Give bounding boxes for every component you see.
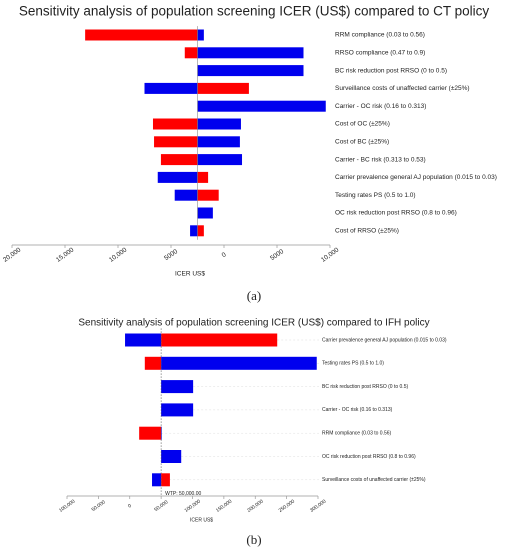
x-tick-label: 0	[127, 503, 133, 510]
x-tick-label: 50,000	[153, 499, 169, 513]
bar	[197, 207, 213, 219]
category-label: Carrier prevalence general AJ population…	[335, 174, 497, 181]
category-label: Testing rates PS (0.5 to 1.0)	[322, 361, 384, 367]
category-label: BC risk reduction post RRSO (0 to 0.5)	[322, 384, 408, 390]
bar	[197, 189, 219, 201]
category-label: Carrier - BC risk (0.313 to 0.53)	[335, 156, 426, 163]
bar	[157, 171, 198, 183]
category-label: Surveillance costs of unaffected carrier…	[335, 85, 470, 92]
bar	[160, 154, 198, 166]
x-tick-label: 10,000	[108, 246, 129, 263]
x-tick-label: 100,000	[184, 499, 202, 514]
category-label: RRM compliance (0.03 to 0.56)	[335, 32, 425, 39]
category-label: Carrier - OC risk (0.16 to 0.313)	[335, 103, 426, 110]
bar	[85, 29, 198, 41]
bar	[197, 65, 304, 77]
x-axis-label: ICER US$	[190, 517, 213, 523]
bar	[161, 403, 194, 417]
x-tick-label: 50,000	[91, 499, 107, 513]
bar	[197, 225, 204, 237]
category-label: Testing rates PS (0.5 to 1.0)	[335, 192, 416, 199]
category-label: OC risk reduction post RRSO (0.8 to 0.96…	[335, 210, 457, 217]
bar	[154, 136, 198, 148]
bar	[197, 47, 304, 59]
bar	[197, 82, 249, 94]
bar	[174, 189, 198, 201]
bar	[161, 333, 278, 347]
category-label: RRSO compliance (0.47 to 0.9)	[335, 50, 425, 57]
category-label: RRM compliance (0.03 to 0.56)	[322, 431, 392, 437]
chart-title: Sensitivity analysis of population scree…	[78, 318, 429, 329]
x-tick-label: 150,000	[215, 499, 233, 514]
category-label: Surveillance costs of unaffected carrier…	[322, 477, 426, 483]
bar	[161, 426, 162, 440]
bar	[161, 356, 317, 370]
x-tick-label: 10,000	[320, 246, 341, 263]
bar	[197, 154, 243, 166]
category-label: Carrier - OC risk (0.16 to 0.313)	[322, 407, 393, 413]
x-tick-label: 0	[221, 251, 228, 259]
bar	[197, 118, 241, 130]
category-label: OC risk reduction post RRSO (0.8 to 0.96…	[322, 454, 416, 460]
category-label: Cost of BC (±25%)	[335, 139, 389, 146]
bar	[144, 82, 198, 94]
bar	[197, 136, 240, 148]
bar	[144, 356, 162, 370]
x-tick-label: 5000	[269, 248, 285, 262]
x-tick-label: 250,000	[278, 499, 296, 514]
bar	[197, 29, 204, 41]
bar	[161, 473, 170, 487]
bar	[161, 380, 194, 394]
bar	[152, 118, 198, 130]
bar	[139, 426, 162, 440]
bar	[190, 225, 198, 237]
bar	[152, 473, 162, 487]
x-tick-label: 300,000	[309, 499, 327, 514]
x-axis-label: ICER US$	[175, 271, 205, 278]
caption: (a)	[247, 288, 261, 303]
category-label: BC risk reduction post RRSO (0 to 0.5)	[335, 67, 447, 74]
x-tick-label: 5000	[163, 248, 179, 262]
x-tick-label: 15,000	[55, 246, 76, 263]
bar	[125, 333, 162, 347]
x-tick-label: 200,000	[246, 499, 264, 514]
category-label: Carrier prevalence general AJ population…	[322, 337, 447, 343]
x-tick-label: 20,000	[2, 246, 23, 263]
bar	[197, 171, 209, 183]
bar	[161, 450, 182, 463]
caption: (b)	[246, 532, 261, 547]
bar	[184, 47, 198, 59]
bar	[197, 100, 326, 112]
chart-title: Sensitivity analysis of population scree…	[19, 4, 489, 19]
category-label: Cost of OC (±25%)	[335, 121, 390, 128]
x-tick-label: 100,000	[58, 499, 76, 514]
category-label: Cost of RRSO (±25%)	[335, 228, 399, 235]
annotation: WTP: 50,000.00	[165, 491, 201, 497]
